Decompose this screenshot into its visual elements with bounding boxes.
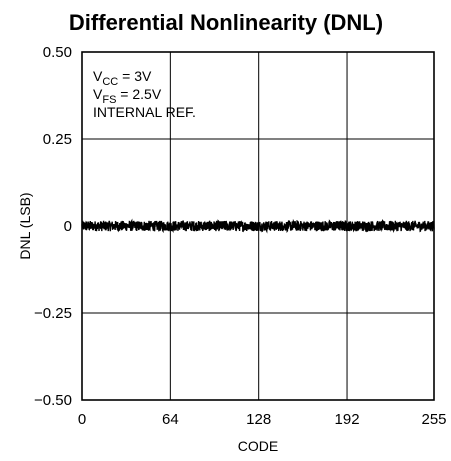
y-tick-label: −0.50 (34, 392, 72, 409)
chart-title: Differential Nonlinearity (DNL) (69, 10, 383, 35)
y-tick-label: −0.25 (34, 305, 72, 322)
x-tick-label: 128 (246, 411, 271, 428)
y-tick-labels: 0.50 0.25 0 −0.25 −0.50 (34, 44, 72, 409)
y-tick-label: 0 (64, 218, 72, 235)
annotation-box: VCC = 3V VFS = 2.5V INTERNAL REF. (93, 68, 196, 120)
annotation-vcc-rest: = 3V (118, 68, 152, 84)
series-group (81, 218, 435, 234)
x-tick-label: 0 (78, 411, 86, 428)
x-tick-label: 192 (335, 411, 360, 428)
annotation-vfs-main: V (93, 86, 103, 102)
annotation-vcc-sub: CC (102, 76, 118, 88)
y-tick-label: 0.25 (43, 131, 72, 148)
annotation-vcc-main: V (93, 68, 103, 84)
x-tick-labels: 0 64 128 192 255 (78, 411, 447, 428)
x-axis-label: CODE (238, 438, 278, 454)
y-tick-label: 0.50 (43, 44, 72, 61)
annotation-vfs-sub: FS (102, 94, 116, 106)
annotation-vfs: VFS = 2.5V (93, 86, 162, 106)
annotation-vfs-rest: = 2.5V (116, 86, 161, 102)
dnl-series-line (81, 218, 435, 234)
annotation-vcc: VCC = 3V (93, 68, 152, 88)
x-tick-label: 255 (421, 411, 446, 428)
x-tick-label: 64 (162, 411, 179, 428)
annotation-ref: INTERNAL REF. (93, 104, 196, 120)
y-axis-label: DNL (LSB) (17, 192, 33, 259)
